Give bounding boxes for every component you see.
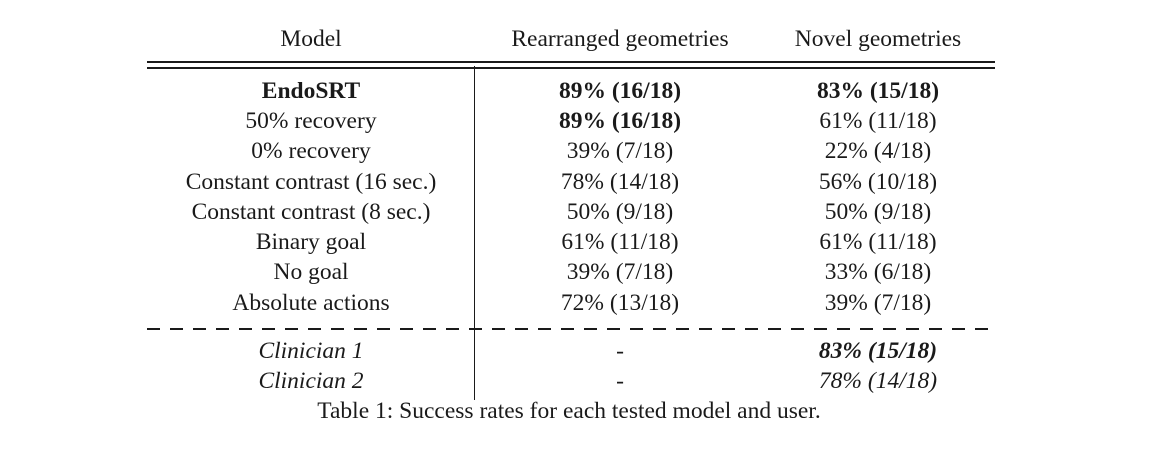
cell-novel: 39% (7/18): [824, 290, 932, 316]
cell-rearranged: 89% (16/18): [558, 108, 682, 134]
cell-rearranged: 39% (7/18): [566, 138, 674, 164]
results-table: Model Rearranged geometries Novel geomet…: [147, 0, 995, 451]
cell-novel: 83% (15/18): [816, 78, 940, 104]
cell-novel: 61% (11/18): [819, 229, 937, 255]
dashed-separator: [147, 328, 995, 330]
cell-novel: 33% (6/18): [824, 259, 932, 285]
cell-model: Constant contrast (16 sec.): [185, 169, 437, 195]
header-rule-top: [147, 61, 995, 63]
cell-novel: 56% (10/18): [818, 169, 938, 195]
table-caption: Table 1: Success rates for each tested m…: [317, 398, 821, 424]
header-novel-geometries: Novel geometries: [794, 26, 962, 52]
cell-model: Absolute actions: [232, 290, 390, 316]
cell-rearranged: 72% (13/18): [560, 290, 680, 316]
cell-novel: 50% (9/18): [824, 199, 932, 225]
cell-model: 0% recovery: [251, 138, 371, 164]
cell-rearranged: -: [616, 338, 624, 364]
header-rearranged-geometries: Rearranged geometries: [511, 26, 729, 52]
cell-rearranged: 78% (14/18): [560, 169, 680, 195]
cell-rearranged: 61% (11/18): [561, 229, 679, 255]
cell-model: Clinician 2: [258, 368, 364, 394]
cell-novel: 83% (15/18): [818, 338, 938, 364]
cell-rearranged: 89% (16/18): [558, 78, 682, 104]
cell-novel: 78% (14/18): [818, 368, 938, 394]
cell-model: Binary goal: [255, 229, 367, 255]
header-rule-bottom: [147, 67, 995, 69]
header-model: Model: [280, 26, 342, 52]
cell-rearranged: -: [616, 368, 624, 394]
cell-novel: 22% (4/18): [824, 138, 932, 164]
cell-novel: 61% (11/18): [819, 108, 937, 134]
cell-model: EndoSRT: [261, 78, 361, 104]
cell-model: No goal: [273, 259, 349, 285]
cell-model: 50% recovery: [245, 108, 377, 134]
cell-model: Clinician 1: [258, 338, 364, 364]
cell-rearranged: 39% (7/18): [566, 259, 674, 285]
cell-rearranged: 50% (9/18): [566, 199, 674, 225]
column-separator: [474, 66, 475, 400]
cell-model: Constant contrast (8 sec.): [191, 199, 431, 225]
